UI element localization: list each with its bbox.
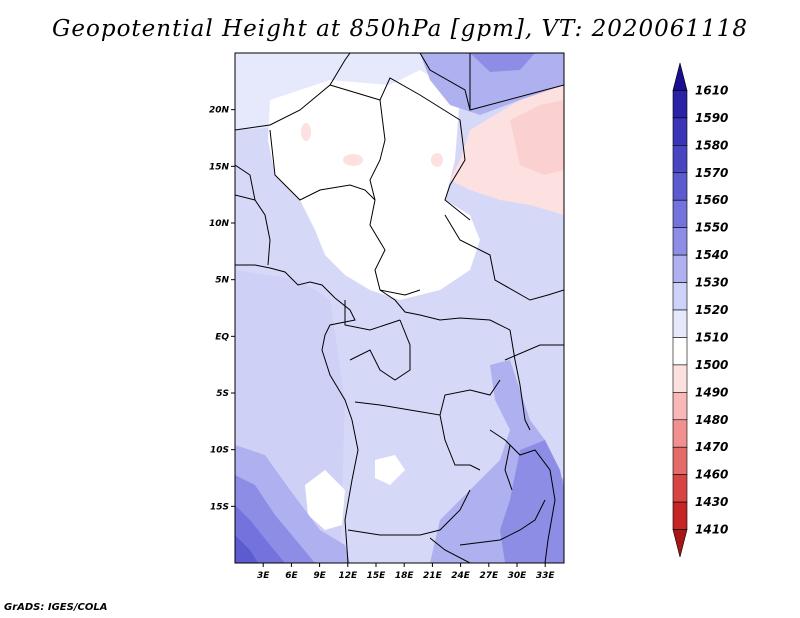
colorbar-label: 1580 xyxy=(695,138,728,152)
colorbar-label: 1610 xyxy=(695,83,728,97)
colorbar-swatch xyxy=(672,172,688,201)
colorbar-label: 1430 xyxy=(695,495,728,509)
colorbar-swatch xyxy=(672,145,688,174)
colorbar-swatch xyxy=(672,199,688,228)
colorbar-label: 1520 xyxy=(695,303,728,317)
colorbar-swatch xyxy=(672,254,688,283)
colorbar-swatch xyxy=(672,282,688,311)
lat-label: 15S xyxy=(210,502,229,512)
lat-label: 10S xyxy=(210,446,229,456)
colorbar-swatch xyxy=(672,90,688,119)
colorbar-label: 1590 xyxy=(695,111,728,125)
map-title: Geopotential Height at 850hPa [gpm], VT:… xyxy=(52,16,748,42)
lon-label: 9E xyxy=(313,571,326,581)
colorbar-swatch xyxy=(672,529,688,558)
colorbar-label: 1510 xyxy=(695,330,728,344)
lon-label: 30E xyxy=(508,571,528,581)
colorbar-label: 1460 xyxy=(695,468,728,482)
colorbar-swatch xyxy=(672,474,688,503)
lon-label: 24E xyxy=(451,571,471,581)
colorbar-swatch xyxy=(672,227,688,256)
colorbar-swatch xyxy=(672,392,688,421)
colorbar-label: 1560 xyxy=(695,193,728,207)
colorbar-label: 1550 xyxy=(695,221,728,235)
colorbar-swatch xyxy=(672,446,688,475)
colorbar-label: 1470 xyxy=(695,440,728,454)
lat-label: 5S xyxy=(216,389,229,399)
lon-label: 15E xyxy=(367,571,387,581)
lat-label: 5N xyxy=(215,276,229,286)
lon-label: 27E xyxy=(479,571,499,581)
lon-label: 21E xyxy=(423,571,443,581)
colorbar-label: 1530 xyxy=(695,276,728,290)
colorbar-label: 1480 xyxy=(695,413,728,427)
lon-label: 3E xyxy=(257,571,270,581)
colorbar: 1610 1590 1580 1570 1560 1550 1540 1530 1520 1510… xyxy=(672,62,728,558)
map-frame xyxy=(234,52,565,564)
lat-label: 10N xyxy=(209,219,230,229)
lat-label: EQ xyxy=(215,332,229,342)
longitude-axis: 3E 6E 9E 12E 15E 18E 21E 24E 27E 30E 33E xyxy=(257,563,555,581)
latitude-axis: 20N 15N 10N 5N EQ 5S 10S 15S xyxy=(209,106,235,512)
colorbar-swatch xyxy=(672,501,688,530)
colorbar-label: 1490 xyxy=(695,385,728,399)
colorbar-label: 1410 xyxy=(695,523,728,537)
colorbar-label: 1570 xyxy=(695,166,728,180)
height-field xyxy=(235,53,564,563)
lat-label: 20N xyxy=(209,106,230,116)
colorbar-swatch xyxy=(672,364,688,393)
colorbar-swatch xyxy=(672,419,688,448)
lon-label: 33E xyxy=(536,571,556,581)
colorbar-swatch xyxy=(672,337,688,366)
grads-credit: GrADS: IGES/COLA xyxy=(4,602,108,613)
lon-label: 18E xyxy=(395,571,415,581)
lon-label: 6E xyxy=(285,571,298,581)
colorbar-swatch xyxy=(672,117,688,146)
colorbar-label: 1540 xyxy=(695,248,728,262)
colorbar-label: 1500 xyxy=(695,358,728,372)
colorbar-swatch xyxy=(672,62,688,91)
colorbar-swatch xyxy=(672,309,688,338)
lon-label: 12E xyxy=(338,571,358,581)
lat-label: 15N xyxy=(209,162,230,172)
country-borders xyxy=(235,53,564,563)
